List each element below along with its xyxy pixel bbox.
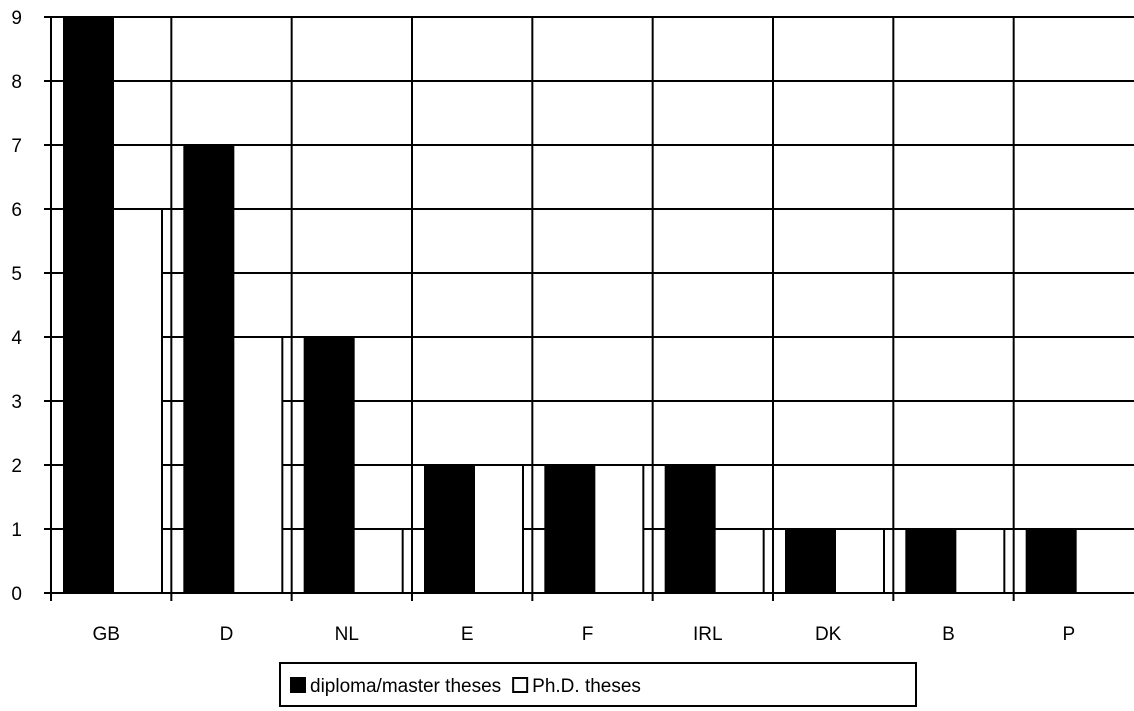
- x-tick-label-d: D: [220, 624, 234, 645]
- bar-diploma-master-theses-f: [544, 464, 596, 594]
- legend: diploma/master theses Ph.D. theses: [279, 662, 917, 707]
- tick-labels: 0 1 2 3 4 5 6 7 8 9 GB D NL E F IRL DK B P: [11, 8, 1075, 645]
- bar-diploma-master-theses-irl: [664, 464, 716, 594]
- y-tick-label-5: 5: [11, 264, 22, 285]
- legend-label-diploma-master-theses: diploma/master theses: [310, 676, 501, 697]
- bar-diploma-master-theses-d: [183, 144, 235, 594]
- bar-ph-d-theses-irl: [713, 528, 765, 594]
- x-tick-label-irl: IRL: [693, 624, 723, 645]
- y-tick-label-7: 7: [11, 136, 22, 157]
- legend-swatch-ph-d-theses: [512, 677, 529, 693]
- x-tick-label-nl: NL: [335, 624, 359, 645]
- y-tick-label-8: 8: [11, 72, 22, 93]
- x-tick-label-p: P: [1062, 624, 1075, 645]
- x-tick-label-f: F: [582, 624, 594, 645]
- y-tick-label-9: 9: [11, 8, 22, 29]
- bar-ph-d-theses-b: [954, 528, 1006, 594]
- bar-diploma-master-theses-p: [1025, 528, 1077, 594]
- y-tick-label-4: 4: [11, 328, 22, 349]
- y-tick-label-6: 6: [11, 200, 22, 221]
- x-tick-label-b: B: [942, 624, 955, 645]
- legend-box: [279, 662, 917, 707]
- bar-ph-d-theses-nl: [352, 528, 404, 594]
- bar-ph-d-theses-dk: [834, 528, 885, 594]
- legend-swatch-diploma-master-theses: [290, 677, 306, 693]
- bar-ph-d-theses-f: [593, 464, 645, 594]
- bar-ph-d-theses-e: [473, 464, 524, 594]
- y-tick-label-1: 1: [11, 520, 22, 541]
- axes: [44, 16, 1134, 601]
- bar-ph-d-theses-d: [232, 336, 284, 594]
- x-tick-label-gb: GB: [92, 624, 119, 645]
- bars: [63, 16, 1077, 594]
- y-tick-label-3: 3: [11, 392, 22, 413]
- legend-label-ph-d-theses: Ph.D. theses: [532, 676, 641, 697]
- y-tick-label-0: 0: [11, 584, 22, 605]
- bar-diploma-master-theses-gb: [63, 16, 114, 594]
- x-tick-label-dk: DK: [815, 624, 842, 645]
- bar-ph-d-theses-gb: [112, 208, 163, 594]
- bar-diploma-master-theses-nl: [303, 336, 355, 594]
- x-tick-label-e: E: [461, 624, 474, 645]
- bar-diploma-master-theses-b: [905, 528, 957, 594]
- bar-diploma-master-theses-dk: [785, 528, 836, 594]
- y-tick-label-2: 2: [11, 456, 22, 477]
- bar-diploma-master-theses-e: [424, 464, 475, 594]
